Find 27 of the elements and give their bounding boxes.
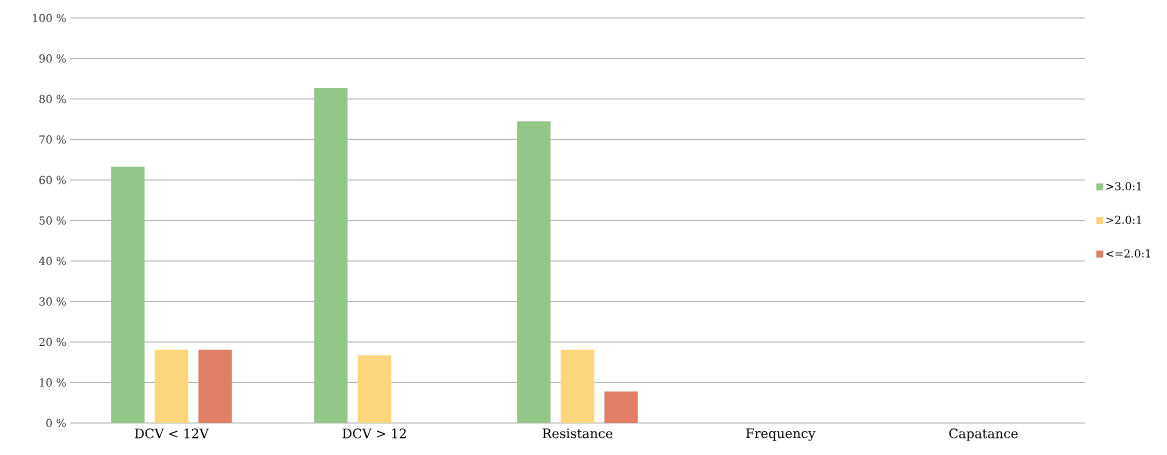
y-tick-label: 40 % (38, 256, 66, 266)
legend-label: >3.0:1 (1106, 182, 1141, 191)
y-tick-label: 20 % (39, 337, 66, 347)
y-tick-label: 10 % (39, 378, 66, 387)
y-tick-label: 100 % (33, 13, 66, 23)
x-tick-label: DCV > 12 (342, 428, 406, 439)
y-tick-label: 80 % (39, 94, 66, 104)
y-tick-label: 30 % (39, 297, 66, 306)
bar (111, 166, 145, 423)
x-tick-label: Frequency (746, 428, 816, 441)
bar (517, 121, 551, 423)
y-tick-label: 0 % (46, 418, 66, 428)
bar (198, 349, 232, 423)
x-tick-label: DCV < 12V (134, 428, 209, 439)
x-tick-label: Capatance (949, 428, 1018, 441)
bar (154, 349, 189, 423)
legend-label: <=2.0:1 (1106, 249, 1151, 258)
bar (604, 391, 638, 423)
y-tick-label: 50 % (39, 216, 66, 225)
bar (314, 88, 348, 423)
x-tick-label: Resistance (542, 428, 613, 439)
bar (560, 349, 595, 423)
y-tick-label: 90 % (39, 54, 66, 63)
legend-label: >2.0:1 (1106, 215, 1141, 224)
y-tick-label: 60 % (39, 175, 66, 185)
y-tick-label: 70 % (39, 135, 66, 144)
bar (357, 355, 392, 423)
